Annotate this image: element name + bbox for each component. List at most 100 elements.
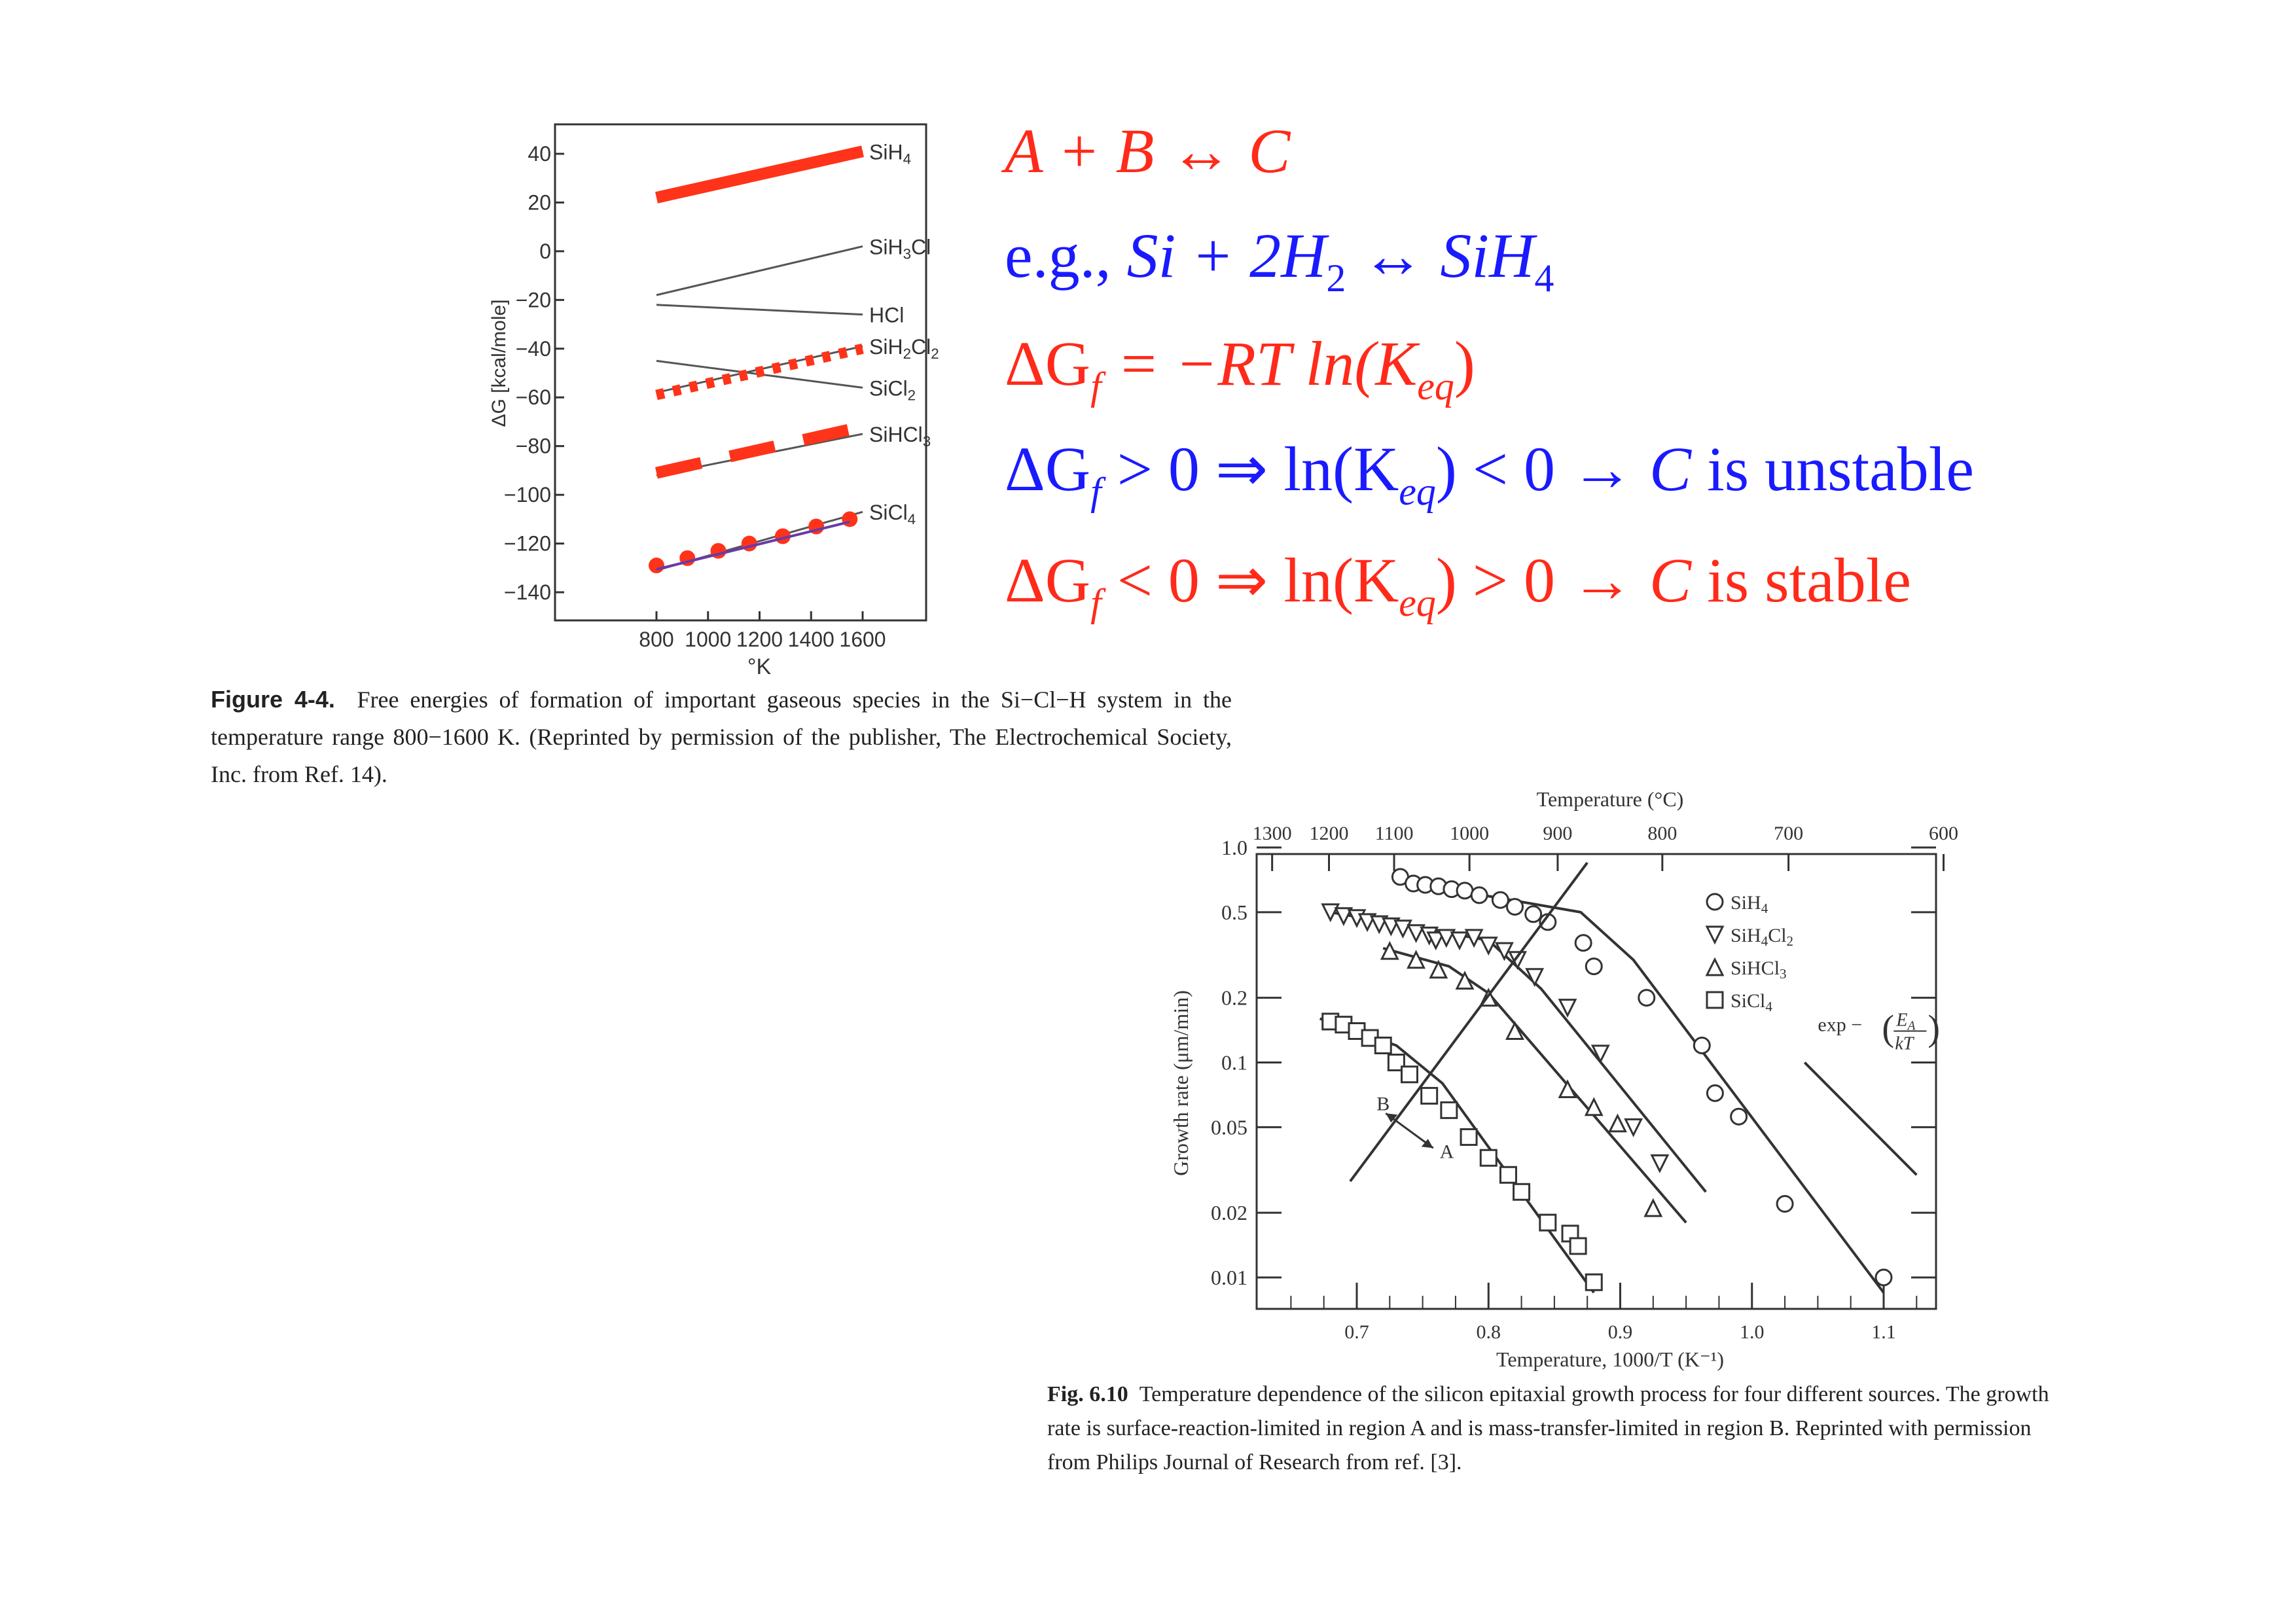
- paren-right: ): [1928, 1008, 1940, 1048]
- x-tick-label: 800: [639, 628, 673, 651]
- series-label-sihcl3: SiHCl3: [869, 423, 931, 450]
- y-tick-label: 20: [528, 190, 551, 214]
- y-tick-label: −120: [504, 532, 551, 556]
- plot-frame: [1255, 853, 1937, 1310]
- y-tick-label: 0.02: [1211, 1201, 1247, 1224]
- marker-triangle-down: [1426, 931, 1446, 951]
- marker-triangle-down: [1450, 931, 1469, 951]
- marker-circle: [1491, 891, 1509, 909]
- arrowhead-b: [1386, 1113, 1398, 1123]
- y-axis-label: ΔG [kcal/mole]: [488, 299, 510, 427]
- fit-line-sih4: [1400, 879, 1885, 1294]
- marker-square: [1585, 1273, 1603, 1291]
- y-tick-label: 40: [528, 142, 551, 166]
- fit-line-sihcl3: [1382, 946, 1687, 1224]
- y-tick-label: 0.05: [1211, 1115, 1247, 1139]
- x-tick-label: 1.0: [1740, 1321, 1765, 1343]
- y-tick-label: −20: [516, 288, 551, 312]
- x-tick-label: 1200: [736, 628, 783, 651]
- legend-label-sihcl3: SiHCl3: [1731, 957, 1787, 982]
- annotation-b: B: [1376, 1093, 1390, 1115]
- series-label-sicl4: SiCl4: [869, 501, 916, 527]
- top-tick-label: 900: [1543, 823, 1572, 844]
- overlay-purple-line: [656, 520, 850, 571]
- marker-square: [1440, 1101, 1458, 1119]
- y-tick-label: −140: [504, 580, 551, 604]
- marker-square: [1706, 991, 1724, 1009]
- marker-triangle-down: [1705, 925, 1725, 945]
- y-tick-label: 0.2: [1221, 986, 1247, 1010]
- marker-circle: [1506, 898, 1524, 916]
- y-axis-label: Growth rate (μm/min): [1169, 990, 1193, 1176]
- marker-triangle-down: [1479, 936, 1498, 956]
- chart1-plot-area: 40 20 0 −20 −40 −60 −80 −100 −120 −140 800 1000 1200…: [488, 123, 939, 679]
- y-tick-label: −100: [504, 483, 551, 507]
- marker-circle: [1585, 957, 1603, 976]
- marker-triangle-down: [1321, 903, 1340, 923]
- marker-triangle-down: [1407, 924, 1426, 944]
- x-tick-label: 1600: [839, 628, 886, 651]
- series-line-sih3cl: [656, 245, 863, 296]
- marker-circle: [1874, 1268, 1893, 1287]
- marker-square: [1479, 1149, 1498, 1167]
- series-label-hcl: HCl: [869, 304, 904, 327]
- top-tick-label: 1200: [1310, 823, 1349, 844]
- marker-triangle-up: [1584, 1097, 1604, 1116]
- overlay-dashed-2: [655, 421, 864, 479]
- top-tick-label: 1100: [1375, 823, 1414, 844]
- marker-triangle-down: [1464, 929, 1484, 948]
- top-tick-label: 1000: [1450, 823, 1489, 844]
- top-tick-label: 700: [1774, 823, 1803, 844]
- marker-triangle-down: [1590, 1044, 1610, 1064]
- series-label-sicl2: SiCl2: [869, 376, 916, 403]
- x-axis-label: °K: [747, 654, 772, 679]
- marker-circle: [1730, 1107, 1748, 1126]
- equation-gibbs: ΔGf = −RT ln(Keq): [1005, 329, 1475, 408]
- y-tick-label: −80: [516, 435, 551, 458]
- y-tick-label: 1.0: [1221, 836, 1247, 859]
- marker-triangle-up: [1429, 959, 1448, 979]
- reference-line-boundary: [1349, 861, 1588, 1183]
- paren-left: (: [1882, 1008, 1894, 1048]
- y-tick-label: −60: [516, 385, 551, 409]
- x-tick-label: 1.1: [1871, 1321, 1896, 1343]
- x-tick-label: 0.8: [1477, 1321, 1501, 1343]
- plot-frame: [554, 123, 927, 622]
- marker-triangle-up: [1407, 950, 1426, 969]
- x-tick-label: 1000: [685, 628, 731, 651]
- fraction-denominator: kT: [1895, 1033, 1914, 1054]
- marker-triangle-down: [1334, 907, 1354, 927]
- marker-triangle-down: [1494, 942, 1514, 961]
- top-axis-label: Temperature (°C): [1537, 787, 1684, 811]
- marker-triangle-up: [1705, 957, 1725, 976]
- overlay-thick-0: [655, 145, 864, 204]
- marker-triangle-down: [1437, 929, 1456, 948]
- top-tick-label: 1300: [1253, 823, 1292, 844]
- series-label-sih2cl2: SiH2Cl2: [869, 335, 939, 362]
- marker-triangle-down: [1393, 919, 1412, 939]
- y-tick-label: −40: [516, 337, 551, 361]
- marker-square: [1569, 1237, 1587, 1255]
- x-tick-label: 0.9: [1608, 1321, 1633, 1343]
- y-tick-label: 0: [539, 240, 551, 263]
- marker-triangle-up: [1455, 971, 1475, 990]
- marker-square: [1460, 1128, 1478, 1146]
- marker-circle: [1524, 905, 1543, 923]
- marker-circle: [1776, 1195, 1794, 1213]
- x-tick-label: 1400: [788, 628, 834, 651]
- y-tick-label: 0.1: [1221, 1051, 1247, 1075]
- marker-square: [1499, 1166, 1517, 1184]
- overlay-dotted-1: [655, 343, 864, 401]
- marker-triangle-up: [1643, 1198, 1663, 1217]
- annotation-exp: exp −: [1818, 1014, 1862, 1035]
- marker-square: [1401, 1065, 1418, 1084]
- legend-label-sicl4: SiCl4: [1731, 990, 1772, 1014]
- marker-circle: [1693, 1036, 1711, 1054]
- figure-6-10-caption: Fig. 6.10 Temperature dependence of the …: [1047, 1382, 2049, 1474]
- top-tick-label: 600: [1929, 823, 1958, 844]
- marker-circle: [1638, 989, 1656, 1007]
- equation-unstable: ΔGf > 0 ⇒ ln(Keq) < 0 → C is unstable: [1005, 434, 1975, 513]
- marker-triangle-up: [1505, 1021, 1524, 1040]
- marker-circle: [1706, 1084, 1724, 1102]
- equation-stable: ΔGf < 0 ⇒ ln(Keq) > 0 → C is stable: [1005, 545, 1912, 624]
